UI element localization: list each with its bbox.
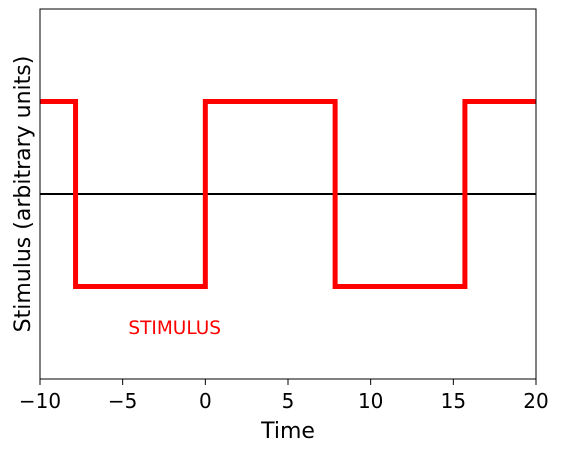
y-axis-label: Stimulus (arbitrary units) [11, 56, 36, 333]
x-tick-label: 10 [358, 389, 383, 413]
x-tick-label: 0 [199, 389, 212, 413]
x-axis-ticks: −10 −5 0 5 10 15 20 [19, 379, 549, 413]
stimulus-annotation: STIMULUS [128, 318, 221, 339]
x-axis-label: Time [260, 419, 315, 444]
x-tick-label: −5 [108, 389, 137, 413]
x-tick-label: −10 [19, 389, 61, 413]
stimulus-series-line [40, 99, 536, 289]
plot-area [40, 99, 536, 289]
x-tick-label: 20 [523, 389, 548, 413]
x-tick-label: 15 [441, 389, 466, 413]
x-tick-label: 5 [282, 389, 295, 413]
